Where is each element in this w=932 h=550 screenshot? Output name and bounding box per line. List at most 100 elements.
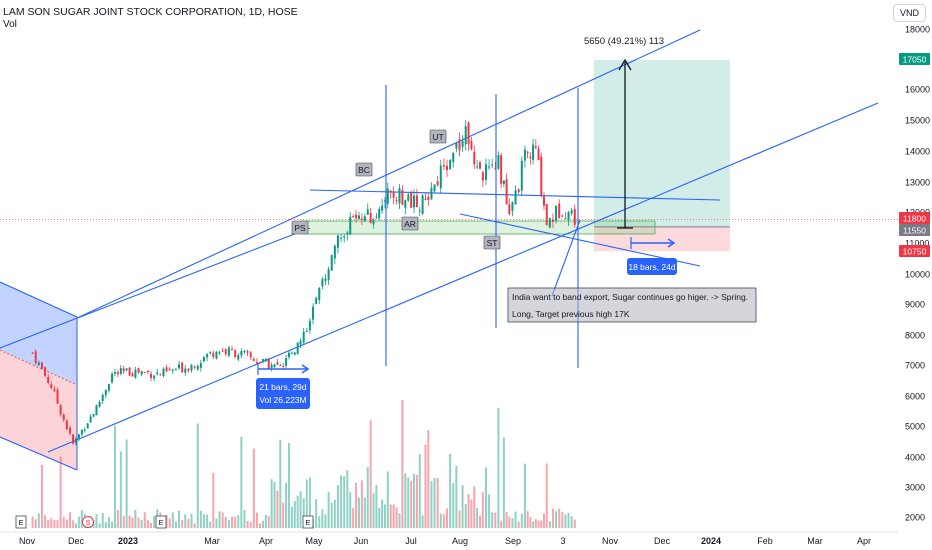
volume-bar: [308, 477, 311, 528]
x-tick-label: Mar: [204, 536, 220, 546]
volume-bar: [455, 465, 458, 528]
candle-body: [156, 372, 159, 375]
y-tick-label: 5000: [905, 422, 925, 432]
volume-bar: [267, 516, 270, 528]
candle-body: [264, 358, 267, 362]
candle-body: [436, 181, 439, 185]
candle-body: [50, 384, 53, 389]
volume-bar: [551, 508, 554, 528]
candle-body: [363, 216, 366, 221]
candle-body: [77, 434, 80, 439]
candle-body: [532, 144, 535, 160]
price-badge-label: 11800: [903, 214, 926, 224]
candle-body: [484, 164, 487, 180]
candle-body: [555, 205, 558, 221]
candle-body: [246, 351, 249, 353]
candle-body: [449, 159, 452, 170]
candle-body: [478, 162, 481, 169]
volume-bar: [237, 515, 240, 528]
price-badge: [899, 245, 930, 257]
range-arrowhead: [667, 238, 676, 248]
volume-bar: [125, 439, 128, 528]
candle-body: [174, 369, 177, 371]
candle-body: [343, 236, 346, 238]
volume-bar: [231, 516, 234, 528]
range-label: 21 bars, 29d: [259, 382, 307, 392]
volume-bar: [392, 504, 395, 528]
volume-bar: [321, 509, 324, 528]
candle-body: [75, 438, 78, 444]
volume-bar: [119, 451, 122, 528]
candle-body: [497, 155, 500, 169]
candle-body: [80, 429, 83, 435]
volume-bar: [534, 519, 537, 528]
volume-bar: [502, 437, 505, 528]
volume-bar: [398, 513, 401, 528]
volume-bar: [363, 497, 366, 528]
candle-body: [162, 368, 165, 377]
volume-bar: [352, 508, 355, 528]
x-tick-label: 3: [560, 536, 565, 546]
volume-bar: [349, 492, 352, 528]
candle-body: [318, 288, 321, 301]
candle-body: [502, 180, 505, 184]
volume-bar: [95, 514, 98, 528]
volume-bar: [59, 456, 62, 528]
candle-body: [442, 165, 445, 167]
y-tick-label: 2000: [905, 513, 925, 523]
candle-body: [395, 200, 398, 202]
candle-body: [196, 365, 199, 370]
candle-body: [92, 414, 95, 417]
volume-bar: [165, 514, 168, 528]
volume-bar: [357, 497, 360, 528]
volume-bar: [470, 499, 473, 528]
volume-bar: [174, 521, 177, 528]
volume-bar: [372, 493, 375, 528]
volume-bar: [252, 448, 255, 528]
volume-bar: [279, 439, 282, 528]
candle-body: [212, 352, 215, 357]
x-tick-label: May: [305, 536, 323, 546]
candle-body: [381, 205, 384, 211]
volume-bar: [65, 519, 68, 528]
candle-body: [31, 352, 34, 354]
candle-body: [336, 235, 339, 248]
volume-bar: [433, 477, 436, 528]
candle-body: [378, 209, 381, 219]
candle-body: [47, 377, 50, 383]
volume-bar: [540, 520, 543, 528]
candle-body: [299, 340, 302, 345]
note-text: India want to band export, Sugar continu…: [512, 292, 748, 302]
volume-bar: [150, 523, 153, 528]
candle-body: [237, 354, 240, 360]
volume-bar: [439, 513, 442, 528]
volume-bar: [56, 520, 59, 528]
volume-bar: [461, 485, 464, 528]
candle-body: [234, 350, 237, 358]
candle-body: [534, 146, 537, 148]
volume-bar: [343, 476, 346, 528]
volume-bar: [122, 515, 125, 528]
volume-bar: [77, 516, 80, 528]
candle-body: [104, 389, 107, 396]
candle-body: [209, 351, 212, 354]
currency-button[interactable]: VND: [892, 4, 926, 22]
candle-body: [410, 192, 413, 208]
candle-body: [206, 354, 209, 358]
x-tick-label: Apr: [259, 536, 273, 546]
volume-bar: [202, 514, 205, 528]
candle-body: [505, 179, 508, 205]
event-marker-label: E: [158, 518, 163, 527]
candle-body: [567, 212, 570, 220]
x-tick-label: Jun: [354, 536, 369, 546]
candle-body: [481, 172, 484, 181]
candle-body: [360, 218, 363, 220]
candle-body: [113, 372, 116, 374]
volume-bar: [98, 523, 101, 528]
volume-bar: [526, 511, 529, 528]
price-badge: [899, 212, 930, 224]
volume-bar: [467, 493, 470, 528]
candle-body: [86, 423, 89, 429]
candle-body: [34, 351, 37, 364]
